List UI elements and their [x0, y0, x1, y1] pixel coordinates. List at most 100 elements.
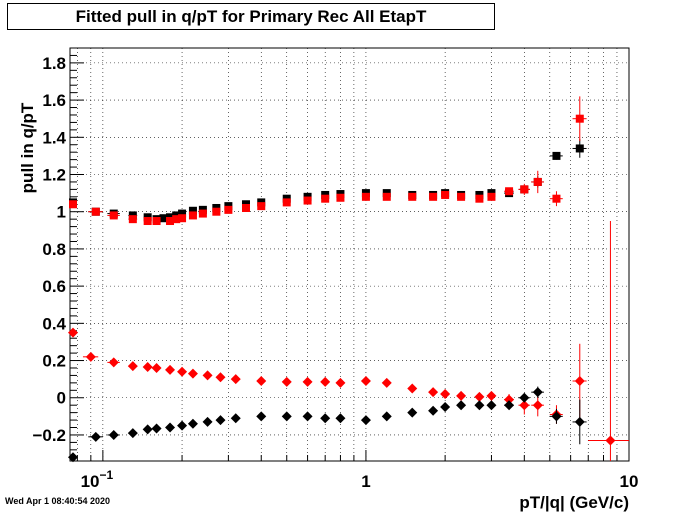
- data-point: [90, 431, 101, 442]
- y-tick-label: 1: [57, 203, 66, 222]
- data-point: [230, 374, 241, 385]
- data-point: [188, 206, 197, 215]
- data-point: [504, 394, 515, 405]
- grid-lines: [70, 48, 629, 461]
- data-point: [142, 362, 153, 373]
- data-point: [475, 194, 484, 203]
- data-point: [68, 327, 79, 338]
- data-point: [381, 377, 392, 388]
- x-tick-exponent: −1: [99, 468, 113, 482]
- data-point: [551, 411, 562, 422]
- data-point: [188, 211, 197, 220]
- data-point: [166, 217, 175, 226]
- data-point: [257, 202, 266, 211]
- data-point: [282, 198, 291, 207]
- y-tick-label: 1.2: [42, 166, 66, 185]
- data-point: [198, 209, 207, 218]
- data-point: [575, 144, 584, 153]
- y-tick-label: 0.2: [42, 352, 66, 371]
- data-point: [142, 424, 153, 435]
- chart-title: Fitted pull in q/pT for Primary Rec All …: [7, 3, 495, 30]
- data-point: [302, 411, 313, 422]
- data-point: [407, 383, 418, 394]
- data-point: [456, 400, 467, 411]
- data-point: [360, 376, 371, 387]
- x-tick-label: 10: [620, 472, 639, 491]
- data-point: [605, 435, 616, 446]
- data-point: [256, 376, 267, 387]
- data-point: [428, 405, 439, 416]
- y-axis-title: pull in q/pT: [18, 102, 37, 193]
- data-point: [85, 351, 96, 362]
- data-point: [440, 402, 451, 413]
- data-point: [165, 364, 176, 375]
- data-point: [532, 400, 543, 411]
- data-point: [128, 215, 137, 224]
- data-point: [441, 190, 450, 199]
- data-point: [407, 407, 418, 418]
- data-point: [457, 192, 466, 201]
- data-point: [320, 376, 331, 387]
- data-point: [224, 205, 233, 214]
- data-point: [321, 194, 330, 203]
- data-point: [519, 392, 530, 403]
- data-point: [456, 390, 467, 401]
- data-point: [202, 416, 213, 427]
- data-point: [256, 411, 267, 422]
- data-point: [127, 361, 138, 372]
- data-point: [440, 389, 451, 400]
- data-point: [108, 429, 119, 440]
- data-point: [281, 376, 292, 387]
- data-point: [360, 415, 371, 426]
- data-point: [320, 413, 331, 424]
- data-point: [504, 400, 515, 411]
- data-point: [474, 400, 485, 411]
- data-point: [109, 211, 118, 220]
- data-point: [165, 422, 176, 433]
- data-point: [574, 376, 585, 387]
- data-series: [68, 96, 629, 463]
- data-point: [212, 207, 221, 216]
- data-point: [519, 400, 530, 411]
- plot-frame: [69, 47, 630, 462]
- data-point: [533, 177, 542, 186]
- data-point: [381, 411, 392, 422]
- data-point: [335, 413, 346, 424]
- data-point: [230, 413, 241, 424]
- data-point: [408, 192, 417, 201]
- data-point: [187, 368, 198, 379]
- data-point: [520, 185, 529, 194]
- y-tick-label: 1.4: [42, 128, 66, 147]
- data-point: [108, 357, 119, 368]
- data-point: [69, 200, 78, 209]
- data-point: [143, 217, 152, 226]
- data-point: [178, 214, 187, 223]
- data-point: [486, 400, 497, 411]
- y-tick-label: 1.6: [42, 91, 66, 110]
- data-point: [91, 207, 100, 216]
- data-point: [505, 187, 514, 196]
- data-point: [187, 418, 198, 429]
- data-point: [552, 194, 561, 203]
- data-point: [486, 390, 497, 401]
- data-point: [151, 362, 162, 373]
- data-point: [336, 193, 345, 202]
- data-point: [575, 114, 584, 123]
- data-point: [151, 423, 162, 434]
- data-point: [202, 370, 213, 381]
- data-point: [127, 428, 138, 439]
- data-point: [215, 372, 226, 383]
- data-point: [302, 376, 313, 387]
- y-tick-label: 0: [57, 389, 66, 408]
- data-point: [361, 192, 370, 201]
- axis-ticks: [70, 54, 618, 461]
- data-point: [215, 415, 226, 426]
- data-point: [172, 215, 181, 224]
- series-0: [69, 139, 587, 224]
- data-point: [177, 366, 188, 377]
- data-point: [382, 192, 391, 201]
- y-tick-label: 0.6: [42, 277, 66, 296]
- y-tick-label: 0.8: [42, 240, 66, 259]
- series-1: [69, 96, 587, 226]
